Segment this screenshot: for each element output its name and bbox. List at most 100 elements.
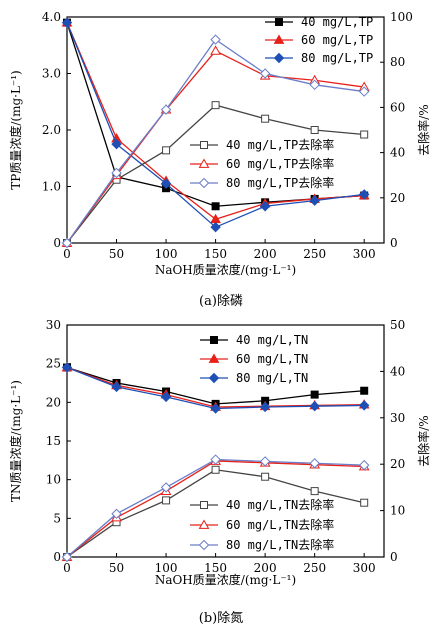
series-1 [63, 363, 369, 408]
legend-entry: 60 mg/L,TN [200, 352, 308, 366]
x-axis-label: NaOH质量浓度/(mg·L⁻¹) [155, 262, 296, 277]
data-point [61, 17, 73, 28]
y2-tick-label: 100 [390, 10, 413, 24]
y2-tick-label: 0 [390, 236, 398, 250]
legend-entry: 80 mg/L,TP去除率 [190, 175, 334, 190]
y-axis-label: TP质量浓度/(mg·L⁻¹) [8, 70, 23, 189]
legend-marker [208, 353, 220, 363]
data-point [210, 454, 221, 465]
legend-label: 40 mg/L,TP去除率 [226, 137, 334, 152]
y-tick-label: 1.0 [42, 180, 61, 194]
legend-label: 60 mg/L,TN去除率 [226, 517, 334, 532]
y2-tick-label: 80 [390, 55, 405, 69]
legend-entry: 80 mg/L,TP [265, 51, 373, 65]
data-point [358, 400, 370, 411]
data-point [162, 146, 171, 155]
legend-entry: 40 mg/L,TP去除率 [190, 137, 334, 152]
y2-tick-label: 40 [390, 146, 405, 160]
series-6 [61, 454, 370, 563]
data-point [210, 34, 221, 45]
legend-label: 80 mg/L,TN [236, 371, 308, 385]
caption-a: (a)除磷 [199, 294, 243, 309]
y-tick-label: 5 [53, 511, 61, 525]
data-point [360, 386, 369, 395]
legend-marker [208, 372, 220, 384]
legend-label: 80 mg/L,TN去除率 [226, 537, 334, 552]
data-point [61, 237, 73, 249]
x-tick-label: 300 [353, 561, 376, 575]
data-point [162, 496, 171, 505]
x-tick-label: 150 [204, 561, 227, 575]
legend-marker [198, 519, 210, 529]
legend-marker [198, 158, 210, 168]
x-tick-label: 50 [109, 561, 124, 575]
x-axis-label: NaOH质量浓度/(mg·L⁻¹) [155, 572, 296, 587]
y-tick-label: 0 [53, 236, 61, 250]
series-4 [63, 101, 369, 247]
y-axis-label: TN质量浓度/(mg·L⁻¹) [8, 380, 23, 502]
x-tick-label: 250 [303, 561, 326, 575]
legend-entry: 40 mg/L,TN [200, 333, 308, 347]
data-point [259, 68, 271, 79]
data-point [310, 390, 319, 399]
data-point [358, 86, 370, 97]
data-point [211, 101, 220, 110]
y-tick-label: 10 [46, 473, 61, 487]
data-point [210, 403, 221, 414]
legend-marker [275, 18, 283, 26]
legend-label: 80 mg/L,TP [301, 51, 373, 65]
legend-marker [198, 539, 210, 551]
caption-b: (b)除氮 [199, 611, 243, 626]
x-tick-label: 250 [303, 247, 326, 261]
legend-marker [210, 336, 218, 344]
data-point [259, 456, 271, 467]
x-tick-label: 0 [63, 561, 71, 575]
data-point [259, 401, 271, 413]
y-tick-label: 2.0 [42, 123, 61, 137]
y-tick-label: 4.0 [42, 10, 61, 24]
data-point [310, 126, 319, 134]
data-point [310, 487, 319, 496]
y2-tick-label: 0 [390, 550, 398, 564]
x-tick-label: 300 [353, 247, 376, 261]
data-point [210, 45, 221, 55]
legend-entry: 40 mg/L,TP [265, 15, 373, 29]
legend-marker [273, 52, 285, 64]
legend-label: 60 mg/L,TN [236, 352, 308, 366]
data-point [309, 400, 320, 412]
data-point [160, 178, 172, 189]
y2-tick-label: 10 [390, 504, 405, 518]
data-point [111, 508, 122, 520]
data-point [358, 189, 370, 200]
data-point [160, 482, 172, 493]
data-point [61, 551, 73, 563]
data-point [210, 221, 221, 233]
data-point [211, 202, 220, 211]
series-3 [61, 17, 370, 233]
y-tick-label: 30 [46, 318, 61, 332]
y-tick-label: 0 [53, 550, 61, 564]
x-tick-label: 200 [254, 247, 277, 261]
data-point [111, 138, 122, 150]
y-tick-label: 15 [46, 434, 61, 448]
chart-tp-removal: 0 50 100 150 200 250 300 0 1.0 2.0 3.0 4.0 0 20 40 60 80… [8, 10, 431, 277]
data-point [261, 472, 270, 481]
x-tick-label: 50 [109, 247, 124, 261]
data-point [309, 195, 320, 206]
y2-tick-label: 60 [390, 100, 405, 114]
data-point [160, 391, 172, 403]
y-tick-label: 20 [46, 395, 61, 409]
data-point [61, 362, 73, 373]
series-3 [61, 362, 370, 414]
legend-entry: 80 mg/L,TN [200, 371, 308, 385]
chart-tn-removal: 0 50 100 150 200 250 3000510152025300102030405… [8, 318, 431, 587]
legend-label: 80 mg/L,TP去除率 [226, 175, 334, 190]
legend-marker [200, 501, 208, 509]
series-line [66, 366, 365, 405]
series-2 [61, 362, 370, 411]
data-point [358, 459, 370, 471]
data-point [111, 381, 122, 393]
legend-entry: 60 mg/L,TP去除率 [190, 156, 334, 171]
data-point [261, 114, 270, 123]
